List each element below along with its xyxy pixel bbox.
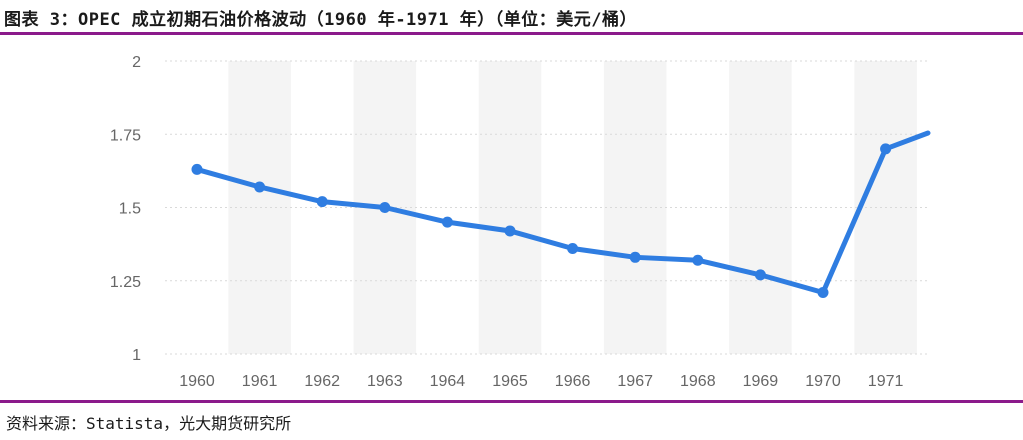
data-point bbox=[880, 143, 892, 155]
source-divider bbox=[0, 400, 1023, 403]
y-tick-label: 1.75 bbox=[110, 127, 141, 144]
data-point bbox=[817, 286, 829, 298]
y-tick-label: 2 bbox=[132, 54, 141, 71]
data-point bbox=[316, 196, 328, 208]
y-tick-label: 1.5 bbox=[119, 201, 141, 218]
y-tick-label: 1 bbox=[132, 347, 141, 364]
x-tick-label: 1966 bbox=[555, 373, 591, 390]
data-series bbox=[191, 130, 931, 298]
x-tick-label: 1968 bbox=[680, 373, 716, 390]
data-point bbox=[379, 202, 391, 213]
x-tick-label: 1969 bbox=[743, 373, 779, 390]
x-tick-label: 1967 bbox=[617, 373, 653, 390]
data-point bbox=[754, 269, 766, 281]
y-axis-ticks: 1 1.25 1.5 1.75 2 bbox=[110, 54, 141, 364]
x-tick-label: 1965 bbox=[492, 373, 528, 390]
gridlines bbox=[165, 60, 928, 355]
data-point bbox=[629, 251, 641, 263]
source-note: 资料来源：Statista，光大期货研究所 bbox=[6, 414, 292, 433]
title-divider bbox=[0, 32, 1023, 35]
data-point bbox=[191, 163, 203, 175]
y-tick-label: 1.25 bbox=[110, 274, 141, 291]
data-point bbox=[441, 216, 453, 228]
chart-title: 图表 3：OPEC 成立初期石油价格波动（1960 年-1971 年）（单位：美… bbox=[4, 10, 637, 30]
x-tick-label: 1962 bbox=[304, 373, 340, 390]
x-tick-label: 1971 bbox=[868, 373, 904, 390]
series-line bbox=[194, 130, 931, 295]
x-axis-ticks: 1960 1961 1962 1963 1964 1965 1966 1967 1968 1969… bbox=[179, 373, 903, 390]
data-point bbox=[567, 243, 579, 255]
x-tick-label: 1970 bbox=[805, 373, 841, 390]
data-point bbox=[692, 254, 704, 266]
x-tick-label: 1961 bbox=[242, 373, 278, 390]
x-tick-label: 1963 bbox=[367, 373, 403, 390]
data-point bbox=[504, 225, 516, 237]
data-point bbox=[254, 181, 266, 193]
x-tick-label: 1964 bbox=[430, 373, 466, 390]
x-tick-label: 1960 bbox=[179, 373, 215, 390]
